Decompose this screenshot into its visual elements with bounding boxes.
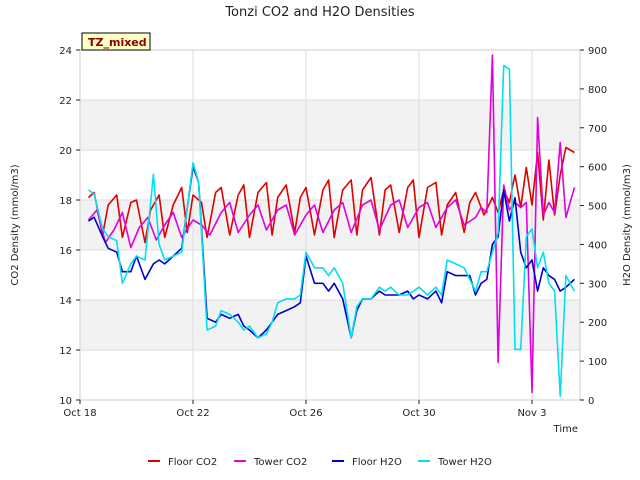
right-axis-tick-label: 800 xyxy=(588,85,607,96)
x-axis-title: Time xyxy=(553,424,578,435)
right-axis-tick-label: 100 xyxy=(588,357,607,368)
left-axis-tick-label: 14 xyxy=(59,296,72,307)
left-axis-title: CO2 Density (mmol/m3) xyxy=(10,164,21,285)
legend-label-tower-h2o: Tower H2O xyxy=(437,457,492,468)
x-axis: Oct 18 Oct 22 Oct 26 Oct 30 Nov 3 xyxy=(63,400,547,419)
x-axis-tick-label: Oct 22 xyxy=(176,408,209,419)
left-axis-tick-label: 20 xyxy=(59,146,72,157)
site-badge: TZ_mixed xyxy=(81,32,151,51)
legend-label-floor-co2: Floor CO2 xyxy=(168,457,217,468)
left-axis-tick-label: 10 xyxy=(59,396,72,407)
right-axis-tick-label: 0 xyxy=(588,396,594,407)
site-badge-label: TZ_mixed xyxy=(88,36,147,49)
left-axis-tick-label: 18 xyxy=(59,196,72,207)
right-axis-tick-label: 500 xyxy=(588,202,607,213)
series-line-tower-h2o xyxy=(88,64,576,397)
right-axis-tick-label: 600 xyxy=(588,163,607,174)
x-axis-tick-label: Nov 3 xyxy=(517,408,546,419)
right-axis: 0 100 200 300 400 500 600 700 800 900 xyxy=(580,46,607,407)
right-axis-tick-label: 400 xyxy=(588,240,607,251)
background-band xyxy=(80,300,580,350)
background-bands xyxy=(80,100,580,350)
left-axis: 10 12 14 16 18 20 22 24 xyxy=(59,46,80,407)
x-axis-tick-label: Oct 18 xyxy=(63,408,96,419)
legend-label-tower-co2: Tower CO2 xyxy=(253,457,307,468)
right-axis-tick-label: 700 xyxy=(588,124,607,135)
background-band xyxy=(80,200,580,250)
legend-label-floor-h2o: Floor H2O xyxy=(352,457,402,468)
chart-title: Tonzi CO2 and H2O Densities xyxy=(224,5,415,20)
x-axis-tick-label: Oct 30 xyxy=(402,408,435,419)
series-lines xyxy=(87,54,576,397)
legend: Floor CO2 Tower CO2 Floor H2O Tower H2O xyxy=(148,457,492,468)
site-badge-box xyxy=(81,32,151,51)
left-axis-tick-label: 16 xyxy=(59,246,72,257)
right-axis-tick-label: 300 xyxy=(588,279,607,290)
plot-frame xyxy=(79,49,581,401)
left-axis-tick-label: 22 xyxy=(59,96,72,107)
right-axis-tick-label: 900 xyxy=(588,46,607,57)
left-axis-tick-label: 12 xyxy=(59,346,72,357)
x-axis-tick-label: Oct 26 xyxy=(289,408,322,419)
right-axis-title: H2O Density (mmol/m3) xyxy=(622,164,633,286)
right-axis-tick-label: 200 xyxy=(588,318,607,329)
background-band xyxy=(80,100,580,150)
left-axis-tick-label: 24 xyxy=(59,46,72,57)
